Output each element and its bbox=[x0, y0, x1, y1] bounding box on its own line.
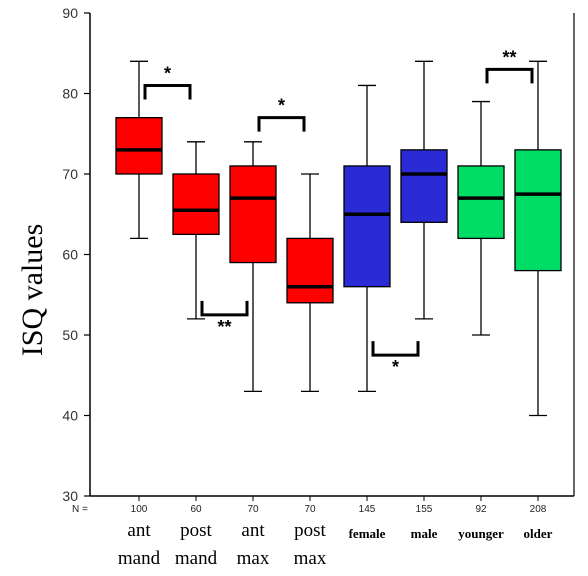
y-tick-label: 80 bbox=[62, 86, 78, 102]
significance-marker: * bbox=[278, 96, 285, 116]
significance-brackets: ******* bbox=[143, 47, 534, 377]
category-label-line1: post bbox=[294, 520, 326, 541]
n-count-label: 60 bbox=[190, 504, 202, 515]
category-label: female bbox=[349, 526, 386, 541]
bracket-line bbox=[257, 116, 306, 132]
box-4 bbox=[343, 84, 391, 393]
significance-marker: * bbox=[164, 63, 171, 83]
y-tick-label: 60 bbox=[62, 247, 78, 263]
n-count-label: 145 bbox=[359, 504, 376, 515]
iqr-box bbox=[457, 165, 505, 240]
category-label-line2: max bbox=[237, 548, 270, 569]
iqr-box bbox=[229, 165, 277, 264]
n-count-label: 155 bbox=[416, 504, 433, 515]
category-label-line1: ant bbox=[241, 520, 265, 541]
category-label: male bbox=[411, 526, 438, 541]
box-1 bbox=[172, 141, 220, 320]
y-axis-label: ISQ values bbox=[16, 224, 49, 356]
category-label: older bbox=[524, 526, 553, 541]
significance-bracket: ** bbox=[485, 47, 534, 84]
n-count-label: 70 bbox=[304, 504, 316, 515]
significance-marker: ** bbox=[217, 317, 231, 337]
y-tick-label: 50 bbox=[62, 327, 78, 343]
n-count-label: 208 bbox=[530, 504, 547, 515]
significance-bracket: * bbox=[257, 96, 306, 132]
boxes bbox=[115, 60, 562, 417]
n-prefix-label: N = bbox=[72, 504, 88, 515]
significance-bracket: ** bbox=[200, 300, 249, 337]
category-label-line2: mand bbox=[118, 548, 161, 569]
box-7 bbox=[514, 60, 562, 417]
category-label-line1: ant bbox=[127, 520, 151, 541]
bracket-line bbox=[485, 67, 534, 84]
category-labels: N = 100 ant mand 60 post mand 70 ant max 70 post max… bbox=[72, 496, 553, 569]
y-tick-label: 90 bbox=[62, 5, 78, 21]
box-6 bbox=[457, 100, 505, 336]
iqr-box bbox=[115, 117, 163, 175]
category-label-line1: post bbox=[180, 520, 212, 541]
iqr-box bbox=[343, 165, 391, 288]
iqr-box bbox=[286, 237, 334, 304]
y-tick-label: 40 bbox=[62, 408, 78, 424]
iqr-box bbox=[400, 149, 448, 223]
y-tick-label: 70 bbox=[62, 166, 78, 182]
significance-bracket: * bbox=[371, 341, 420, 377]
bracket-line bbox=[143, 83, 192, 100]
significance-marker: * bbox=[392, 357, 399, 377]
n-count-label: 70 bbox=[247, 504, 259, 515]
n-count-label: 92 bbox=[475, 504, 487, 515]
y-tick-label: 30 bbox=[62, 488, 78, 504]
category-label-line2: max bbox=[294, 548, 327, 569]
box-5 bbox=[400, 60, 448, 320]
iqr-box bbox=[172, 173, 220, 236]
box-0 bbox=[115, 60, 163, 240]
category-label: younger bbox=[458, 526, 504, 541]
bracket-line bbox=[200, 300, 249, 317]
iqr-box bbox=[514, 149, 562, 272]
significance-marker: ** bbox=[502, 47, 516, 67]
n-count-label: 100 bbox=[131, 504, 148, 515]
significance-bracket: * bbox=[143, 63, 192, 100]
category-label-line2: mand bbox=[175, 548, 218, 569]
box-2 bbox=[229, 141, 277, 393]
box-3 bbox=[286, 173, 334, 393]
bracket-line bbox=[371, 341, 420, 357]
axes: 30 40 50 60 70 80 90 bbox=[62, 5, 575, 504]
